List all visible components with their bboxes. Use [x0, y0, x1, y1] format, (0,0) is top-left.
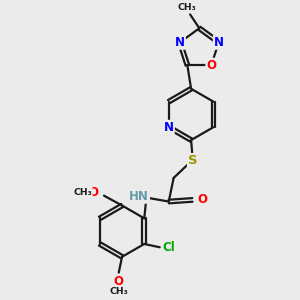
Text: N: N	[214, 36, 224, 49]
Text: O: O	[197, 194, 207, 206]
Text: CH₃: CH₃	[110, 287, 128, 296]
Text: CH₃: CH₃	[178, 3, 196, 12]
Text: Cl: Cl	[162, 241, 175, 254]
Text: CH₃: CH₃	[73, 188, 92, 197]
Text: HN: HN	[129, 190, 149, 203]
Text: O: O	[206, 58, 216, 72]
Text: O: O	[114, 275, 124, 288]
Text: N: N	[175, 36, 185, 49]
Text: S: S	[188, 154, 198, 167]
Text: N: N	[164, 121, 174, 134]
Text: O: O	[88, 186, 98, 199]
